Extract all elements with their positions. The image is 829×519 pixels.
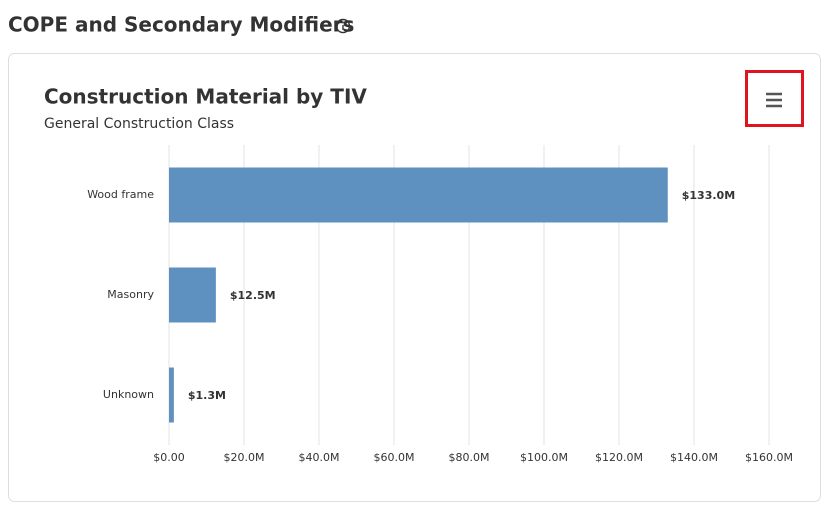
y-tick-label: Masonry (107, 288, 154, 301)
y-tick-label: Unknown (103, 388, 154, 401)
data-label: $133.0M (682, 189, 735, 202)
x-tick-label: $40.0M (299, 451, 340, 464)
x-tick-label: $0.00 (153, 451, 185, 464)
menu-button[interactable] (760, 88, 788, 112)
chart-title: Construction Material by TIV (44, 85, 367, 109)
x-tick-label: $60.0M (374, 451, 415, 464)
section-title: COPE and Secondary Modifiers (8, 13, 354, 37)
data-label: $12.5M (230, 289, 276, 302)
info-icon[interactable] (335, 18, 351, 34)
bar (169, 167, 668, 223)
card (8, 53, 821, 502)
highlight-box (745, 70, 804, 127)
x-tick-label: $120.0M (595, 451, 643, 464)
plot: $0.00 $20.0M $40.0M $60.0M $80.0M $100.0M $120… (87, 145, 793, 464)
bar (169, 267, 216, 323)
x-tick-label: $20.0M (224, 451, 265, 464)
y-tick-label: Wood frame (87, 188, 154, 201)
x-tick-label: $160.0M (745, 451, 793, 464)
chart-subtitle: General Construction Class (44, 116, 234, 132)
x-tick-label: $80.0M (449, 451, 490, 464)
bar (169, 367, 174, 423)
x-tick-label: $100.0M (520, 451, 568, 464)
x-tick-label: $140.0M (670, 451, 718, 464)
data-label: $1.3M (188, 389, 226, 402)
